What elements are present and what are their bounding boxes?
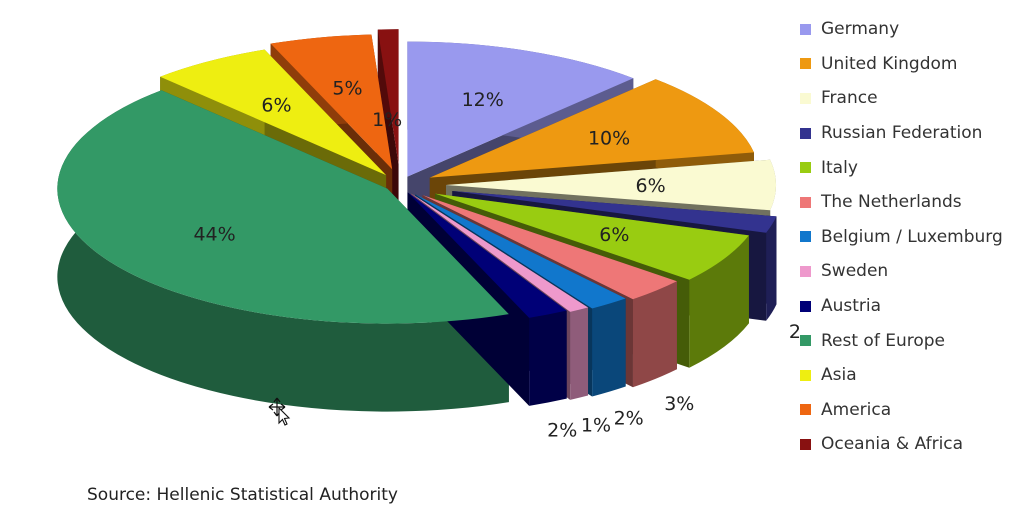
legend-item: France bbox=[800, 81, 1003, 116]
legend-label: Belgium / Luxemburg bbox=[821, 226, 1003, 247]
legend-label: Asia bbox=[821, 365, 857, 386]
data-label-austria: 2% bbox=[547, 420, 577, 442]
legend-label: Germany bbox=[821, 19, 900, 40]
slice-italy bbox=[435, 193, 749, 280]
data-label-united-kingdom: 10% bbox=[588, 127, 630, 149]
legend-item: Russian Federation bbox=[800, 116, 1003, 151]
legend-swatch bbox=[800, 196, 811, 208]
data-label-italy: 6% bbox=[599, 224, 629, 246]
legend-swatch bbox=[800, 231, 811, 243]
legend-swatch bbox=[800, 369, 811, 381]
legend-swatch bbox=[800, 404, 811, 416]
slice-asia bbox=[160, 49, 387, 176]
data-label-the-netherlands: 3% bbox=[664, 393, 694, 415]
legend-label: France bbox=[821, 88, 878, 109]
slice-france bbox=[446, 159, 776, 211]
pie-tops bbox=[57, 29, 777, 324]
legend-item: Belgium / Luxemburg bbox=[800, 220, 1003, 255]
legend-label: United Kingdom bbox=[821, 53, 958, 74]
slice-rest-of-europe bbox=[57, 90, 509, 324]
slice-belgium-luxemburg bbox=[415, 194, 626, 309]
legend-label: Sweden bbox=[821, 261, 889, 282]
legend-item: Austria bbox=[800, 289, 1003, 324]
data-labels: 12%10%6%2%6%3%2%1%2%44%6%5%1% bbox=[193, 78, 800, 442]
data-label-sweden: 1% bbox=[581, 414, 611, 436]
legend-label: America bbox=[821, 399, 892, 420]
data-label-belgium-luxemburg: 2% bbox=[614, 408, 644, 430]
slice-russian-federation bbox=[452, 191, 777, 233]
source-note: Source: Hellenic Statistical Authority bbox=[87, 485, 398, 505]
legend-item: United Kingdom bbox=[800, 47, 1003, 82]
legend-swatch bbox=[800, 300, 811, 312]
data-label-rest-of-europe: 44% bbox=[193, 223, 235, 245]
legend-swatch bbox=[800, 162, 811, 174]
legend-label: Oceania & Africa bbox=[821, 434, 964, 455]
legend-label: Austria bbox=[821, 296, 882, 317]
legend-swatch bbox=[800, 58, 811, 70]
legend-item: Italy bbox=[800, 150, 1003, 185]
legend-swatch bbox=[800, 23, 811, 35]
slice-austria bbox=[407, 192, 567, 318]
slice-germany bbox=[407, 41, 634, 177]
slice-sweden bbox=[411, 193, 589, 312]
legend-swatch bbox=[800, 92, 811, 104]
legend-item: Rest of Europe bbox=[800, 323, 1003, 358]
slice-the-netherlands bbox=[422, 195, 677, 300]
legend-swatch bbox=[800, 335, 811, 347]
legend-label: Italy bbox=[821, 157, 858, 178]
data-label-asia: 6% bbox=[261, 94, 291, 116]
legend: Germany United Kingdom France Russian Feder… bbox=[800, 12, 1003, 462]
legend-swatch bbox=[800, 127, 811, 139]
move-cursor-icon bbox=[266, 396, 292, 430]
pie-chart: 12%10%6%2%6%3%2%1%2%44%6%5%1% bbox=[57, 29, 800, 442]
legend-item: Germany bbox=[800, 12, 1003, 47]
legend-item: Oceania & Africa bbox=[800, 427, 1003, 462]
slice-oceania-africa bbox=[377, 29, 399, 165]
data-label-america: 5% bbox=[332, 78, 362, 100]
data-label-russian-federation: 2% bbox=[789, 321, 800, 343]
slice-united-kingdom bbox=[429, 79, 754, 178]
data-label-france: 6% bbox=[636, 175, 666, 197]
legend-swatch bbox=[800, 265, 811, 277]
legend-swatch bbox=[800, 438, 811, 450]
data-label-oceania-africa: 1% bbox=[372, 109, 402, 131]
legend-item: Asia bbox=[800, 358, 1003, 393]
legend-item: Sweden bbox=[800, 254, 1003, 289]
legend-item: The Netherlands bbox=[800, 185, 1003, 220]
legend-label: The Netherlands bbox=[821, 192, 962, 213]
legend-item: America bbox=[800, 393, 1003, 428]
slice-america bbox=[270, 34, 393, 170]
legend-label: Rest of Europe bbox=[821, 330, 946, 351]
legend-label: Russian Federation bbox=[821, 123, 983, 144]
data-label-germany: 12% bbox=[462, 89, 504, 111]
